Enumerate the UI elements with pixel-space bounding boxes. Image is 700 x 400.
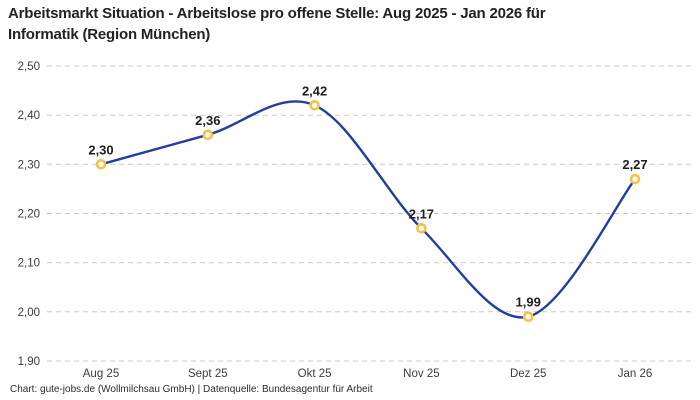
chart-title: Arbeitsmarkt Situation - Arbeitslose pro… [8, 3, 696, 45]
x-axis-tick-label: Jan 26 [618, 368, 653, 380]
data-point-marker[interactable] [202, 129, 214, 141]
x-axis-tick-label: Dez 25 [510, 368, 546, 380]
chart-title-line2: Informatik (Region München) [8, 26, 211, 43]
x-axis-tick-label: Sept 25 [188, 368, 228, 380]
data-point-marker[interactable] [416, 223, 427, 234]
data-point-label: 2,30 [88, 142, 113, 157]
data-point-marker[interactable] [309, 100, 320, 111]
x-axis-tick-label: Aug 25 [83, 368, 119, 380]
data-point-label: 2,17 [409, 206, 434, 221]
data-point-label: 2,36 [195, 113, 220, 128]
x-axis-tick-label: Okt 25 [298, 368, 332, 380]
data-point-label: 2,27 [622, 157, 647, 172]
y-axis-tick-label: 2,10 [18, 258, 40, 270]
data-point-marker[interactable] [629, 173, 641, 185]
line-series-path [99, 100, 637, 319]
data-point-label: 1,99 [516, 295, 541, 310]
data-point-label: 2,42 [302, 83, 327, 98]
y-axis-tick-label: 2,50 [18, 61, 40, 73]
y-axis-tick-label: 2,30 [18, 159, 40, 171]
data-point-marker[interactable] [522, 311, 534, 323]
x-axis-tick-label: Nov 25 [403, 368, 439, 380]
y-axis-tick-label: 2,20 [18, 209, 40, 221]
y-axis-tick-label: 1,90 [18, 356, 40, 368]
data-point-marker[interactable] [95, 159, 107, 170]
y-axis-tick-label: 2,40 [18, 110, 40, 122]
chart-title-line1: Arbeitsmarkt Situation - Arbeitslose pro… [8, 5, 546, 22]
y-axis-tick-label: 2,00 [18, 307, 40, 319]
chart-credit: Chart: gute-jobs.de (Wollmilchsau GmbH) … [10, 384, 373, 395]
